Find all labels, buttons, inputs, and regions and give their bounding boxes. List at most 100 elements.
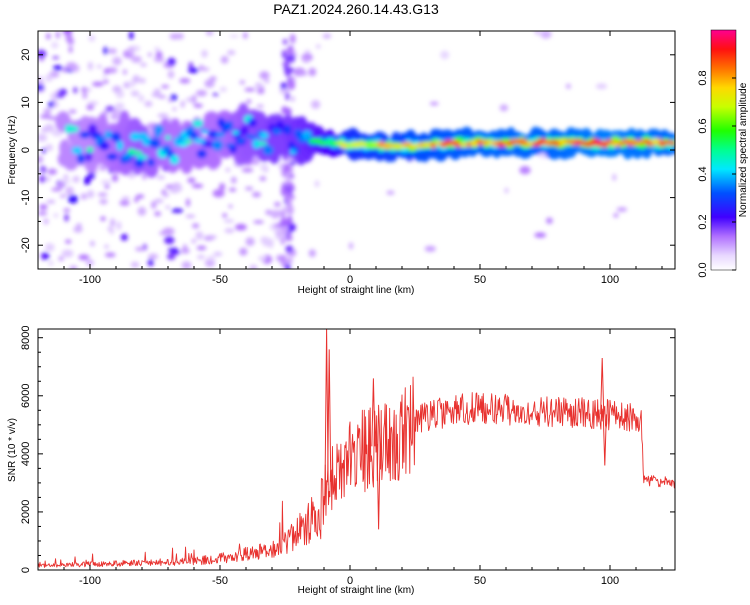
noise-blob [73,226,83,233]
noise-blob [155,51,163,59]
noise-blob [38,49,47,58]
noise-blob [63,174,69,180]
noise-blob [613,213,619,218]
noise-blob [111,174,119,182]
ridge-core [289,149,296,155]
noise-blob [595,83,608,90]
noise-blob [59,194,67,198]
noise-blob [153,56,165,63]
noise-blob [185,198,191,207]
noise-column-blob [284,49,290,55]
noise-blob [48,260,54,266]
noise-blob [154,47,160,51]
noise-blob [273,201,281,207]
noise-blob [40,252,50,260]
noise-blob [169,33,180,40]
noise-blob [48,101,54,108]
noise-blob [86,104,95,111]
noise-blob [162,227,175,236]
noise-blob [61,249,74,258]
noise-column-blob [285,245,294,253]
noise-blob [45,144,53,152]
noise-column-blob [289,46,295,56]
snr-ylabel: SNR (10 * v/v) [7,418,18,482]
figure-title: PAZ1.2024.260.14.43.G13 [273,1,439,17]
noise-blob [429,101,439,106]
noise-column-blob [290,96,296,102]
noise-blob [424,245,436,252]
noise-blob [187,177,196,184]
noise-blob [51,41,59,49]
noise-blob [165,205,170,209]
noise-blob [103,46,108,55]
ridge-core [663,140,672,145]
ridge-mid [192,119,204,128]
ridge-core [154,132,161,138]
noise-blob [169,185,180,194]
noise-blob [302,57,311,63]
noise-blob [53,213,59,218]
noise-blob [186,97,195,103]
noise-blob [97,192,108,197]
ridge-core [496,140,505,147]
spectrogram-xtick-label: 0 [347,274,353,286]
noise-blob [219,183,226,191]
spectrogram-ytick-label: -10 [20,190,32,206]
ridge-core [429,142,437,149]
colorbar-tick-label: 0.8 [697,70,709,85]
noise-blob [41,147,47,154]
ridge-core [236,137,245,144]
noise-blob [181,261,192,269]
noise-blob [546,217,553,224]
noise-blob [87,190,95,199]
noise-blob [322,33,332,39]
ridge-core [503,141,509,147]
noise-blob [222,213,228,218]
noise-blob [249,264,258,269]
noise-blob [111,109,121,115]
ridge-mid [169,154,180,165]
spectrogram-xtick-label: 50 [474,274,486,286]
noise-blob [38,169,42,173]
noise-blob [348,242,354,250]
noise-blob [102,79,109,84]
noise-blob [157,95,167,99]
ridge-mid [104,130,112,139]
noise-column-blob [287,80,296,90]
snr-line [38,376,675,568]
snr-spike [371,378,376,447]
snr-spike [602,414,607,466]
ridge-core [131,150,143,155]
ridge-mid [67,125,79,133]
ridge-mid [79,131,91,139]
snr-line-area [38,329,675,568]
ridge-core [487,140,494,146]
noise-blob [201,49,208,58]
ridge-mid [129,132,142,142]
ridge-mid [98,141,110,151]
noise-blob [167,247,179,253]
snr-ytick-label: 6000 [20,384,32,408]
noise-blob [499,104,509,112]
noise-blob [229,34,240,38]
noise-blob [120,233,128,241]
ridge-mid [283,124,292,135]
colorbar-tick-label: 0.0 [697,262,709,277]
noise-blob [52,56,60,60]
noise-blob [138,94,145,103]
noise-blob [244,87,256,92]
noise-blob [104,244,109,249]
noise-blob [72,175,80,183]
noise-blob [68,194,78,204]
noise-blob [308,249,316,258]
noise-blob [151,93,157,97]
ridge-core [402,141,412,146]
noise-blob [206,255,216,261]
colorbar-gradient [710,29,737,271]
noise-blob [228,204,233,208]
noise-blob [212,93,219,96]
ridge-core [164,135,172,141]
noise-blob [116,221,122,231]
noise-blob [224,228,235,234]
